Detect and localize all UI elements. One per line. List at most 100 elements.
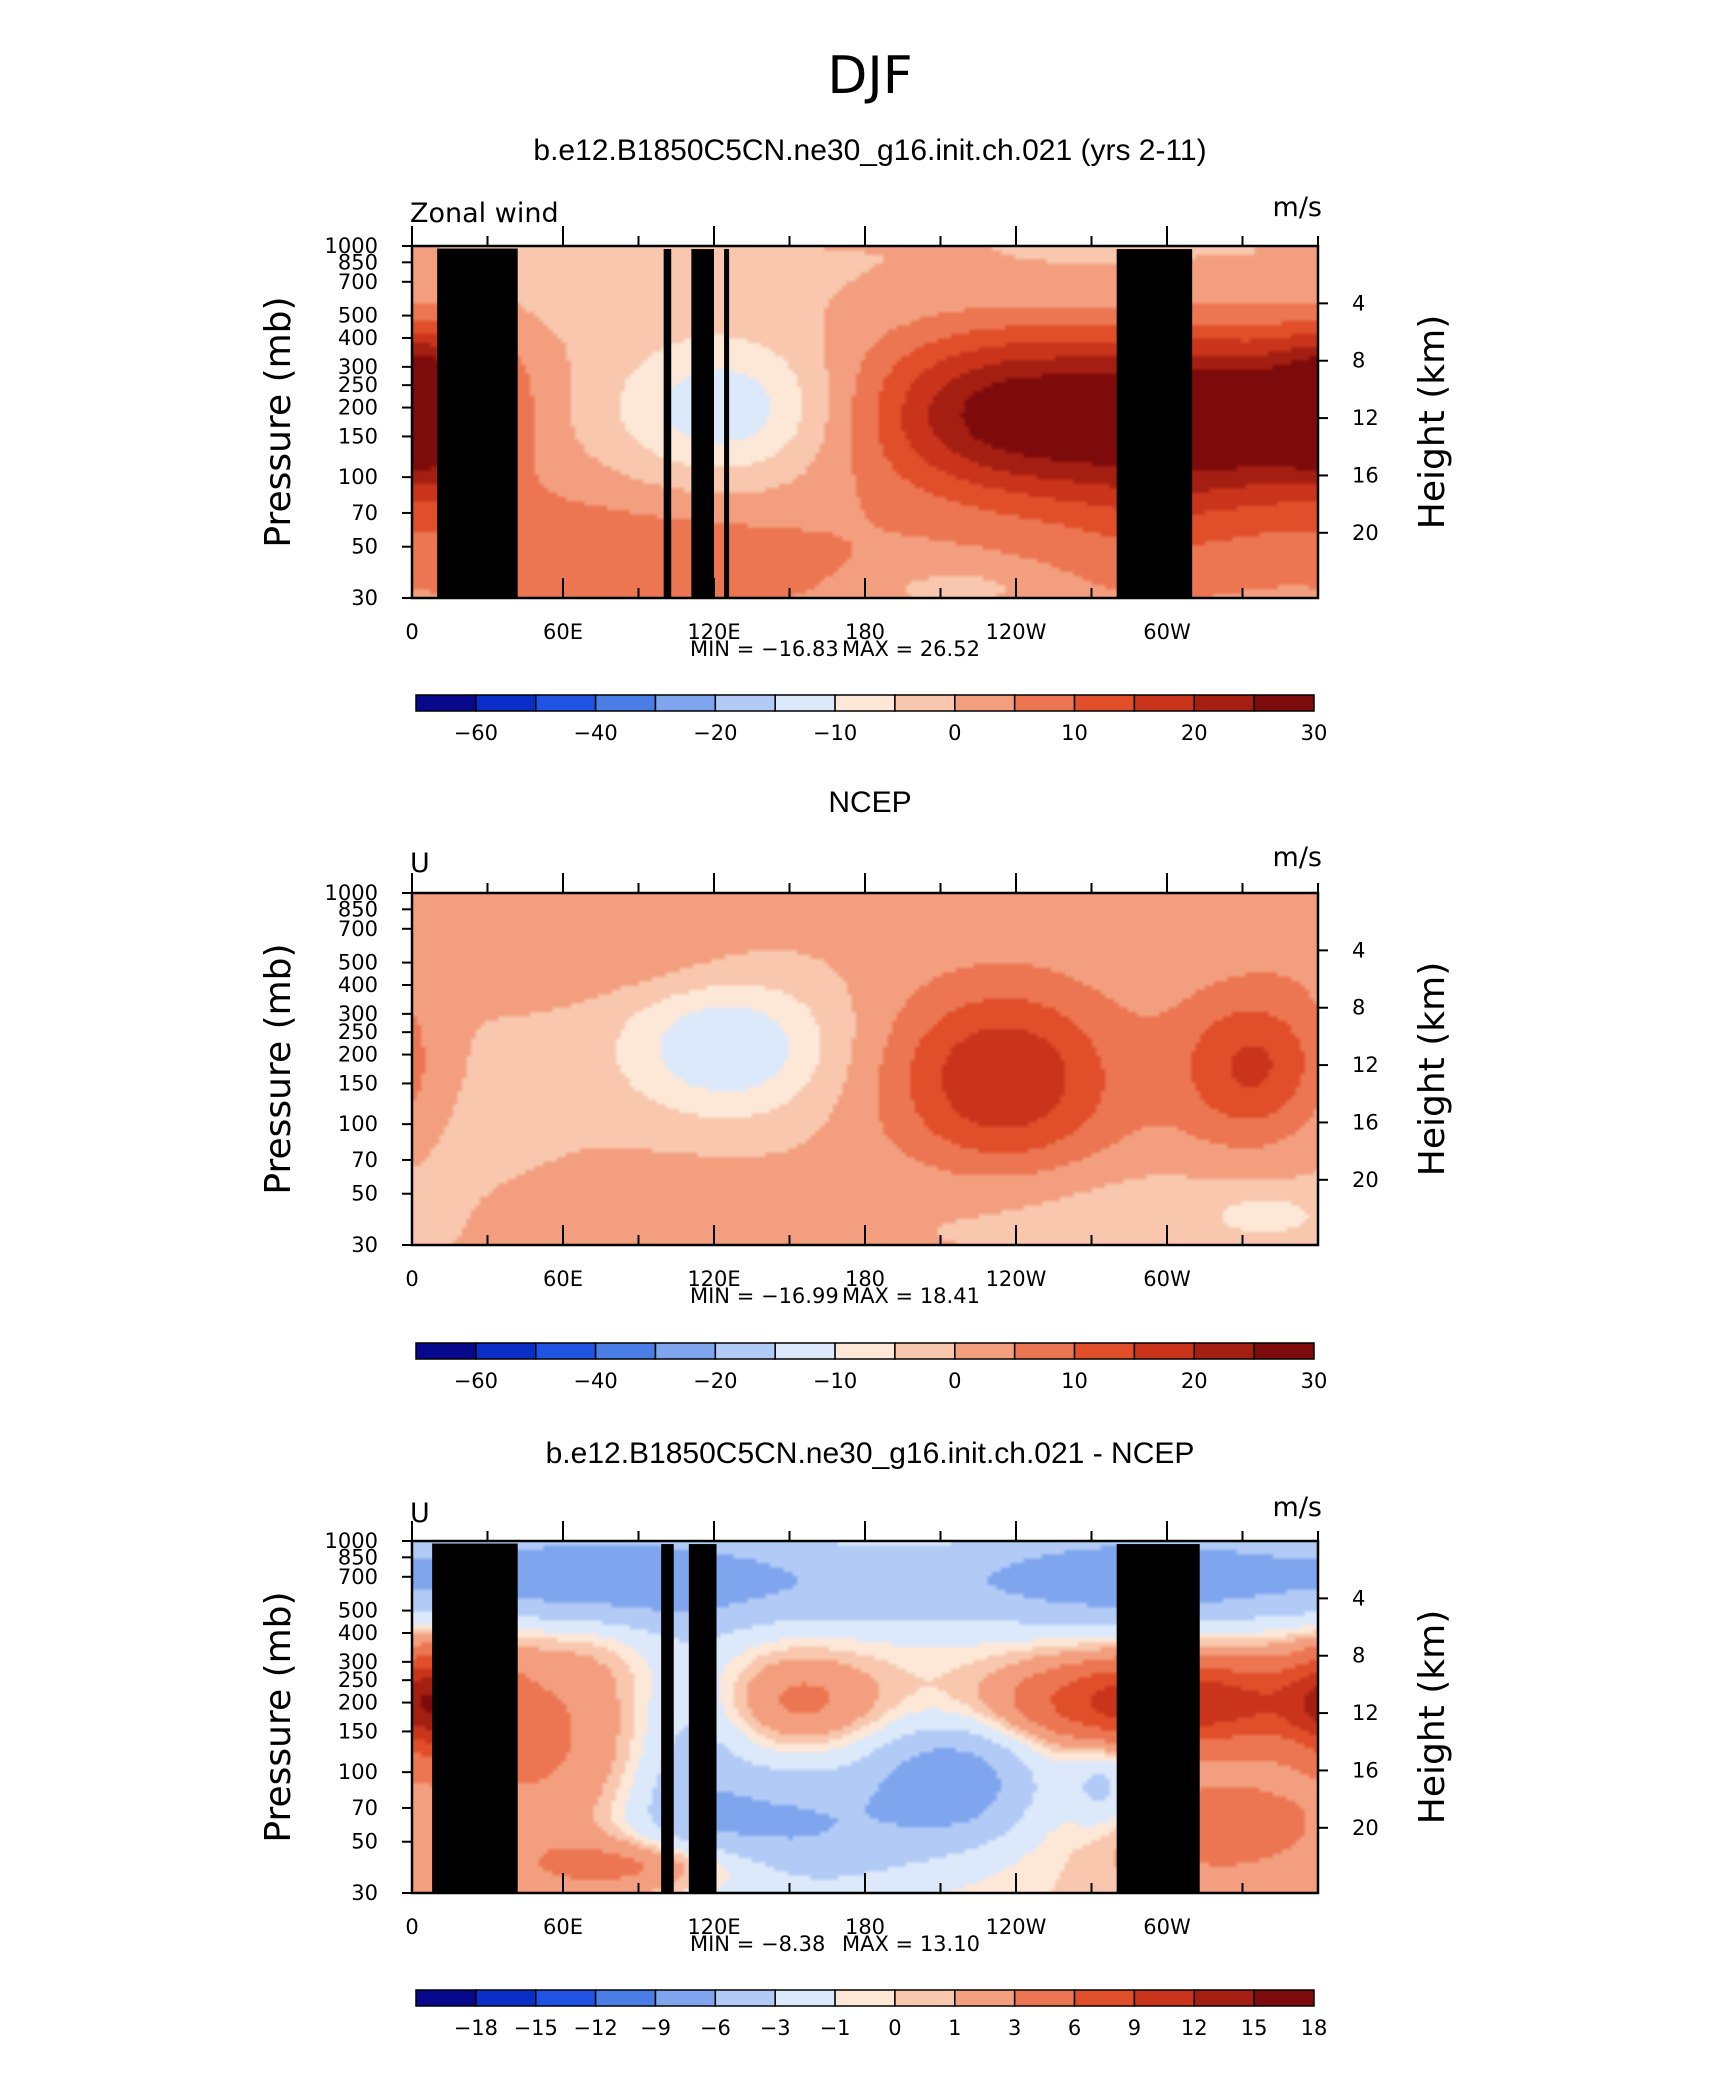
colorbar-label: 0 (948, 1369, 961, 1393)
y-tick-label: 250 (338, 373, 378, 397)
colorbar-swatch (475, 1989, 537, 2007)
panel-obs: NCEP U m/s 0 60E 120E 180 120W 60W30507010015… (258, 786, 1453, 1393)
y-tick-label: 1000 (325, 1529, 378, 1553)
y-tick-label: 150 (338, 1719, 378, 1743)
colorbar-swatch (894, 694, 956, 712)
colorbar-label: −40 (573, 1369, 617, 1393)
x-tick-label: 0 (405, 1915, 418, 1939)
colorbar-swatch (1253, 1342, 1315, 1360)
colorbar-swatch (594, 694, 657, 712)
y-tick-label: 300 (338, 1002, 378, 1026)
x-tick-label: 60W (1143, 1267, 1191, 1291)
y-tick-label: 500 (338, 1599, 378, 1623)
x-tick-label: 60E (543, 1915, 583, 1939)
y-tick-label: 100 (338, 465, 378, 489)
colorbar-swatch (894, 1989, 956, 2007)
colorbar-swatch (774, 694, 836, 712)
colorbar-label: −20 (693, 1369, 737, 1393)
y-tick-label: 300 (338, 355, 378, 379)
colorbar-label: −3 (760, 2016, 791, 2040)
colorbar-label: −60 (454, 721, 498, 745)
colorbar-swatch (954, 1342, 1016, 1360)
field-fill (412, 893, 1318, 1245)
max-label: MAX = 26.52 (842, 637, 980, 661)
topography-mask (477, 1551, 513, 1893)
y-tick-label: 700 (338, 270, 378, 294)
topography-mask (724, 249, 730, 598)
topography-mask (1116, 249, 1193, 598)
panel-left-string: U (410, 1498, 430, 1529)
y-tick-label: 700 (338, 917, 378, 941)
y-tick-label: 400 (338, 1621, 378, 1645)
height-tick-label: 4 (1352, 938, 1365, 962)
height-tick-label: 12 (1352, 406, 1379, 430)
height-tick-label: 20 (1352, 1168, 1379, 1192)
colorbar-label: −9 (640, 2016, 671, 2040)
colorbar-label: −20 (693, 721, 737, 745)
colorbar-label: 0 (888, 2016, 901, 2040)
x-tick-label: 120W (986, 1915, 1047, 1939)
colorbar-swatch (1013, 1342, 1076, 1360)
colorbar-label: 30 (1301, 1369, 1328, 1393)
topography-mask (663, 249, 672, 598)
colorbar-swatch (415, 1342, 477, 1360)
height-tick-label: 4 (1352, 1586, 1365, 1610)
colorbar-swatch (894, 1342, 956, 1360)
colorbar-swatch (475, 694, 537, 712)
colorbar-swatch (1193, 694, 1255, 712)
colorbar-swatch (1013, 694, 1076, 712)
colorbar: −18 −15 −12 −9 −6 −3 −1 0 1 3 6 9 12 15 18 (415, 1989, 1328, 2040)
x-tick-label: 60E (543, 1267, 583, 1291)
y-axis-right-label: Height (km) (1412, 962, 1453, 1176)
x-tick-label: 180 (845, 1267, 885, 1291)
height-tick-label: 16 (1352, 1758, 1379, 1782)
height-tick-label: 8 (1352, 349, 1365, 373)
y-axis-label: Pressure (mb) (258, 943, 299, 1194)
colorbar-swatch (654, 1342, 717, 1360)
colorbar-swatch (714, 1989, 776, 2007)
y-tick-label: 30 (351, 586, 378, 610)
height-tick-label: 12 (1352, 1053, 1379, 1077)
y-tick-label: 850 (338, 250, 378, 274)
colorbar-label: −60 (454, 1369, 498, 1393)
colorbar-swatch (834, 694, 896, 712)
y-tick-label: 700 (338, 1565, 378, 1589)
max-label: MAX = 18.41 (842, 1284, 980, 1308)
colorbar-label: −10 (813, 721, 857, 745)
panel-title: NCEP (828, 786, 911, 819)
height-tick-label: 16 (1352, 463, 1379, 487)
height-tick-label: 20 (1352, 1816, 1379, 1840)
y-tick-label: 150 (338, 1071, 378, 1095)
colorbar-label: −6 (700, 2016, 731, 2040)
height-tick-label: 20 (1352, 521, 1379, 545)
colorbar-label: 6 (1068, 2016, 1081, 2040)
colorbar: −60 −40 −20 −10 0 10 20 30 (415, 694, 1327, 745)
x-tick-label: 120W (986, 1267, 1047, 1291)
height-tick-label: 8 (1352, 996, 1365, 1020)
y-tick-label: 250 (338, 1020, 378, 1044)
y-tick-label: 50 (351, 1182, 378, 1206)
panel-units: m/s (1273, 1492, 1322, 1523)
panel-left-string: U (410, 848, 430, 879)
y-tick-label: 150 (338, 424, 378, 448)
y-tick-label: 200 (338, 396, 378, 420)
panel-units: m/s (1273, 192, 1322, 223)
y-tick-label: 400 (338, 973, 378, 997)
colorbar-label: 10 (1061, 1369, 1088, 1393)
colorbar: −60 −40 −20 −10 0 10 20 30 (415, 1342, 1328, 1393)
min-label: MIN = −8.38 (690, 1932, 825, 1956)
colorbar-swatch (1193, 1989, 1255, 2007)
y-axis-right-label: Height (km) (1412, 315, 1453, 529)
x-tick-label: 60W (1143, 620, 1191, 644)
panel-units: m/s (1273, 842, 1322, 873)
y-tick-label: 300 (338, 1650, 378, 1674)
colorbar-swatch (1193, 1342, 1255, 1360)
y-tick-label: 400 (338, 326, 378, 350)
colorbar-swatch (534, 694, 597, 712)
colorbar-label: 18 (1301, 2016, 1328, 2040)
x-tick-label: 60W (1143, 1915, 1191, 1939)
colorbar-swatch (714, 1342, 776, 1360)
min-label: MIN = −16.99 (690, 1284, 839, 1308)
y-tick-label: 100 (338, 1112, 378, 1136)
